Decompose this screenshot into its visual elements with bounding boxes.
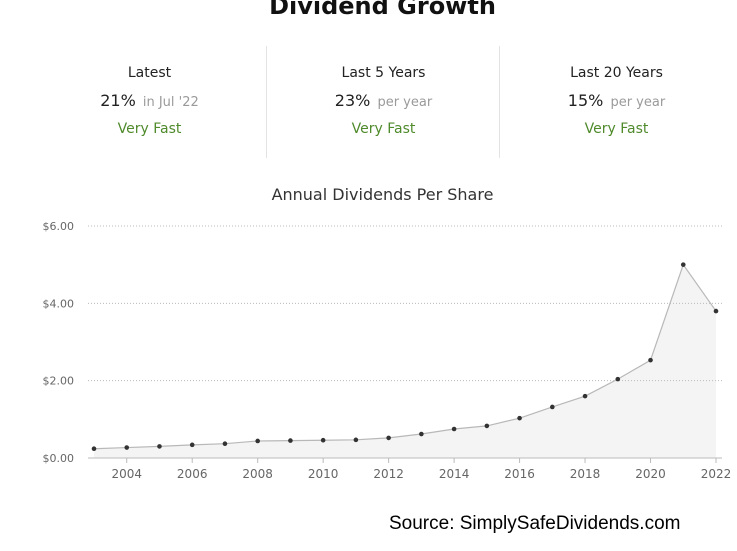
stat-label: Last 20 Years [570, 65, 663, 81]
data-point [386, 435, 391, 441]
stat-value-number: 21% [100, 91, 136, 110]
data-point [157, 444, 162, 449]
data-point [353, 437, 359, 443]
x-tick-label: 2010 [308, 467, 339, 481]
data-point [517, 415, 522, 421]
stat-rating: Very Fast [117, 121, 182, 137]
x-tick-label: 2008 [242, 467, 273, 481]
data-point [451, 426, 457, 432]
y-tick-label: $4.00 [43, 297, 75, 310]
data-point [288, 438, 293, 443]
data-point [222, 441, 228, 446]
x-tick-label: 2016 [504, 467, 535, 481]
source-credit: Source: SimplySafeDividends.com [389, 513, 681, 534]
page-title: Dividend Growth [269, 0, 496, 20]
stat-value: 23% per year [267, 91, 500, 110]
chart-title: Annual Dividends Per Share [271, 185, 494, 204]
y-tick-label: $0.00 [43, 452, 75, 465]
x-tick-label: 2022 [701, 467, 732, 481]
data-point [680, 262, 686, 267]
y-tick-label: $2.00 [43, 375, 75, 388]
x-tick-label: 2018 [570, 467, 601, 481]
data-point [124, 445, 130, 450]
data-point [550, 404, 555, 410]
y-tick-label: $6.00 [43, 220, 75, 233]
stat-rating: Very Fast [584, 121, 649, 137]
dividend-growth-stats: Latest 21% in Jul '22 Very Fast Last 5 Y… [33, 46, 733, 158]
stat-value-suffix: per year [610, 95, 666, 110]
stat-value-suffix: in Jul '22 [142, 95, 199, 110]
data-point [713, 308, 719, 314]
stat-value-number: 15% [567, 91, 604, 110]
stat-latest: Latest 21% in Jul '22 Very Fast [33, 46, 266, 158]
stat-last-20-years: Last 20 Years 15% per year Very Fast [499, 46, 733, 158]
stat-value: 21% in Jul '22 [33, 91, 266, 110]
series-line [93, 263, 717, 450]
data-point [320, 437, 326, 443]
data-point [189, 442, 195, 448]
stat-rating: Very Fast [351, 121, 416, 137]
stat-value-number: 23% [334, 91, 371, 110]
x-tick-label: 2014 [439, 467, 470, 481]
stat-label: Last 5 Years [341, 65, 426, 81]
stat-label: Latest [127, 65, 172, 81]
data-point [91, 446, 97, 452]
x-tick-label: 2004 [111, 467, 142, 481]
data-point [484, 423, 490, 429]
data-point [582, 393, 588, 399]
data-point [419, 431, 424, 437]
stat-last-5-years: Last 5 Years 23% per year Very Fast [266, 46, 500, 158]
x-tick-label: 2006 [177, 467, 208, 481]
area-fill [94, 264, 716, 458]
x-tick-label: 2012 [373, 467, 404, 481]
x-tick-label: 2020 [635, 467, 666, 481]
data-point [648, 357, 653, 363]
stat-value-suffix: per year [377, 95, 433, 110]
data-point [255, 438, 260, 444]
data-point [615, 376, 621, 382]
stat-value: 15% per year [500, 91, 733, 110]
